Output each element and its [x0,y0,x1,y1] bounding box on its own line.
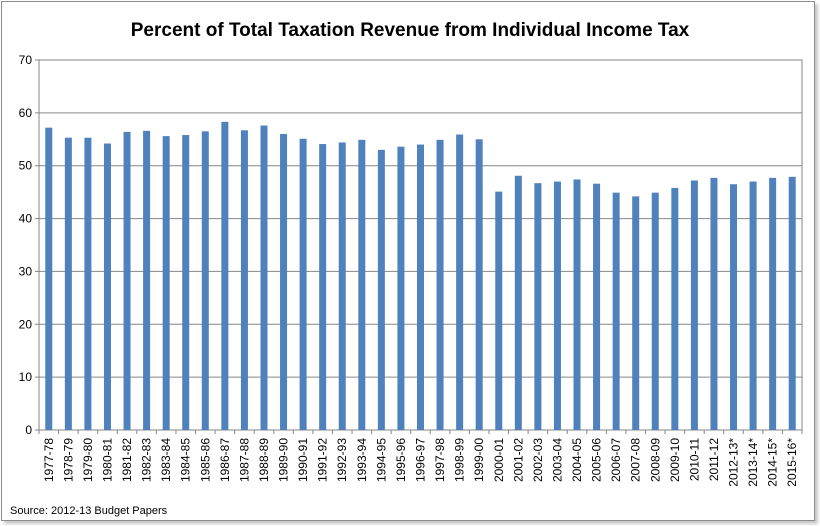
x-tick-label: 2010-11 [687,438,701,481]
bar-2011-12 [710,177,718,430]
x-axis-ticks: 1977-78 1978-79 1979-80 1980-81 1981-82 1982-… [38,430,803,487]
x-tick-label: 1983-84 [159,438,173,482]
x-tick-label: 1995-96 [394,438,408,482]
x-tick-label: 2013-14* [746,438,760,487]
x-tick-label: 1981-82 [120,438,134,482]
bar-1988-89 [260,125,268,430]
y-tick-label: 10 [19,370,33,384]
x-tick-label: 1989-90 [277,438,291,482]
x-tick-label: 1991-92 [316,438,330,482]
bar-2009-10 [671,187,679,430]
bar-1990-91 [299,138,307,430]
x-tick-label: 1994-95 [374,438,388,482]
x-tick-label: 2006-07 [609,438,623,482]
x-tick-label: 2004-05 [570,438,584,482]
bar-1987-88 [240,130,248,431]
x-tick-label: 2007-08 [629,438,643,482]
bar-1993-94 [358,139,366,430]
bar-1989-90 [280,134,288,430]
bar-1980-81 [103,143,111,430]
bar-2008-09 [651,192,659,430]
x-tick-label: 2002-03 [531,438,545,482]
bar-1979-80 [84,137,92,430]
bar-1983-84 [162,136,170,431]
bar-2014-15* [769,177,777,430]
bar-1986-87 [221,121,229,430]
x-tick-label: 1998-99 [453,438,467,482]
bar-1984-85 [182,135,190,430]
bar-2004-05 [573,179,581,430]
x-tick-label: 1987-88 [237,438,251,482]
bar-1994-95 [377,149,385,431]
bar-1985-86 [201,131,209,431]
x-tick-label: 1982-83 [140,438,154,482]
bar-1977-78 [45,127,53,430]
x-tick-label: 1979-80 [81,438,95,482]
bar-chart: Percent of Total Taxation Revenue from I… [10,20,803,517]
x-tick-label: 2000-01 [492,438,506,482]
x-tick-label: 2014-15* [766,438,780,487]
bars [45,121,796,431]
x-tick-label: 1999-00 [472,438,486,482]
bar-2001-02 [514,175,522,430]
y-tick-label: 30 [19,264,33,278]
bar-1978-79 [64,137,72,430]
x-tick-label: 1986-87 [218,438,232,482]
x-tick-label: 1980-81 [100,438,114,482]
y-tick-label: 0 [25,423,32,437]
x-tick-label: 2005-06 [590,438,604,482]
x-tick-label: 2012-13* [727,438,741,487]
x-tick-label: 2001-02 [511,438,525,482]
x-tick-label: 1978-79 [61,438,75,482]
x-tick-label: 2011-12 [707,438,721,481]
bar-2013-14* [749,181,757,430]
x-tick-label: 1996-97 [414,438,428,482]
bar-2000-01 [495,191,503,430]
x-tick-label: 1988-89 [257,438,271,482]
y-tick-label: 60 [19,106,33,120]
bar-2002-03 [534,183,542,430]
x-tick-label: 1993-94 [355,438,369,482]
bar-2012-13* [730,184,738,430]
x-tick-label: 1984-85 [179,438,193,482]
bar-1981-82 [123,131,131,430]
bar-1995-96 [397,146,405,430]
x-tick-label: 2015-16* [785,438,799,487]
y-tick-label: 40 [19,212,33,226]
bar-1997-98 [436,139,444,430]
bar-1992-93 [338,142,346,430]
y-tick-label: 50 [19,159,33,173]
x-tick-label: 2008-09 [648,438,662,482]
source-note: Source: 2012-13 Budget Papers [10,505,168,517]
x-tick-label: 1985-86 [198,438,212,482]
bar-2015-16* [788,176,796,430]
x-tick-label: 2009-10 [668,438,682,482]
bar-1991-92 [319,144,327,431]
bar-2005-06 [593,183,601,430]
bar-2007-08 [632,196,640,430]
y-tick-label: 20 [19,317,33,331]
x-tick-label: 1992-93 [335,438,349,482]
bar-1982-83 [143,130,151,430]
chart-title: Percent of Total Taxation Revenue from I… [131,20,690,41]
bar-1999-00 [475,139,483,431]
x-tick-label: 2003-04 [550,438,564,482]
x-tick-label: 1990-91 [296,438,310,482]
bar-1996-97 [417,144,424,430]
bar-2006-07 [612,192,620,430]
bar-2010-11 [690,180,698,430]
bar-1998-99 [456,134,464,430]
x-tick-label: 1977-78 [42,438,56,482]
y-axis-ticks: 0 10 20 30 40 50 60 70 [19,53,39,437]
x-tick-label: 1997-98 [433,438,447,482]
y-tick-label: 70 [19,53,33,67]
bar-2003-04 [553,181,561,430]
